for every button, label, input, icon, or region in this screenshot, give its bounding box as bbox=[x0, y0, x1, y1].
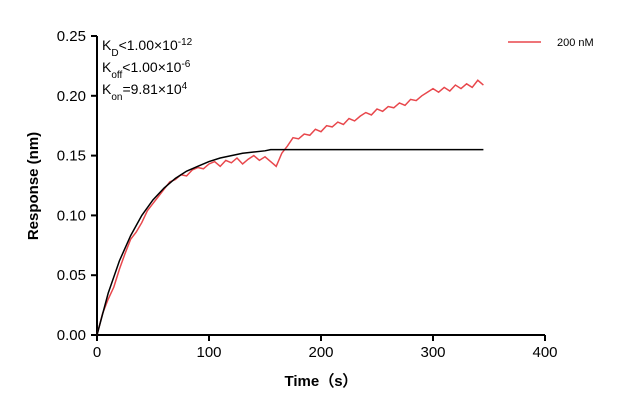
annotation: Kon=9.81×104 bbox=[102, 81, 188, 103]
annotation-part: K bbox=[102, 37, 112, 53]
annotation-part: off bbox=[111, 70, 122, 81]
annotation: Koff<1.00×10-6 bbox=[102, 59, 191, 81]
x-tick-label: 200 bbox=[308, 344, 333, 361]
legend-label: 200 nM bbox=[557, 37, 594, 49]
data-line bbox=[96, 148, 484, 336]
annotation-part: =9.81×10 bbox=[122, 81, 181, 97]
annotation-part: on bbox=[111, 92, 122, 103]
annotation-part: -12 bbox=[178, 37, 193, 48]
annotation-part: K bbox=[102, 59, 112, 75]
annotation-part: D bbox=[111, 48, 118, 59]
annotation-part: K bbox=[102, 81, 112, 97]
y-tick-label: 0.00 bbox=[57, 327, 86, 344]
y-tick-label: 0.10 bbox=[57, 207, 86, 224]
annotation-part: -6 bbox=[181, 59, 190, 70]
annotation: KD<1.00×10-12 bbox=[102, 37, 193, 59]
annotation-part: <1.00×10 bbox=[122, 59, 181, 75]
x-tick-label: 400 bbox=[532, 344, 557, 361]
x-tick-label: 0 bbox=[93, 344, 101, 361]
y-tick-label: 0.20 bbox=[57, 88, 86, 105]
annotation-part: <1.00×10 bbox=[119, 37, 178, 53]
x-tick-label: 300 bbox=[420, 344, 445, 361]
y-tick-label: 0.15 bbox=[57, 148, 86, 165]
y-tick-label: 0.05 bbox=[57, 267, 86, 284]
annotation-part: 4 bbox=[182, 81, 188, 92]
x-axis-title: Time（s） bbox=[284, 372, 357, 390]
y-axis-title: Response (nm) bbox=[25, 132, 42, 240]
y-tick-label: 0.25 bbox=[57, 28, 86, 45]
x-tick-label: 100 bbox=[196, 344, 221, 361]
data-line bbox=[96, 79, 484, 336]
